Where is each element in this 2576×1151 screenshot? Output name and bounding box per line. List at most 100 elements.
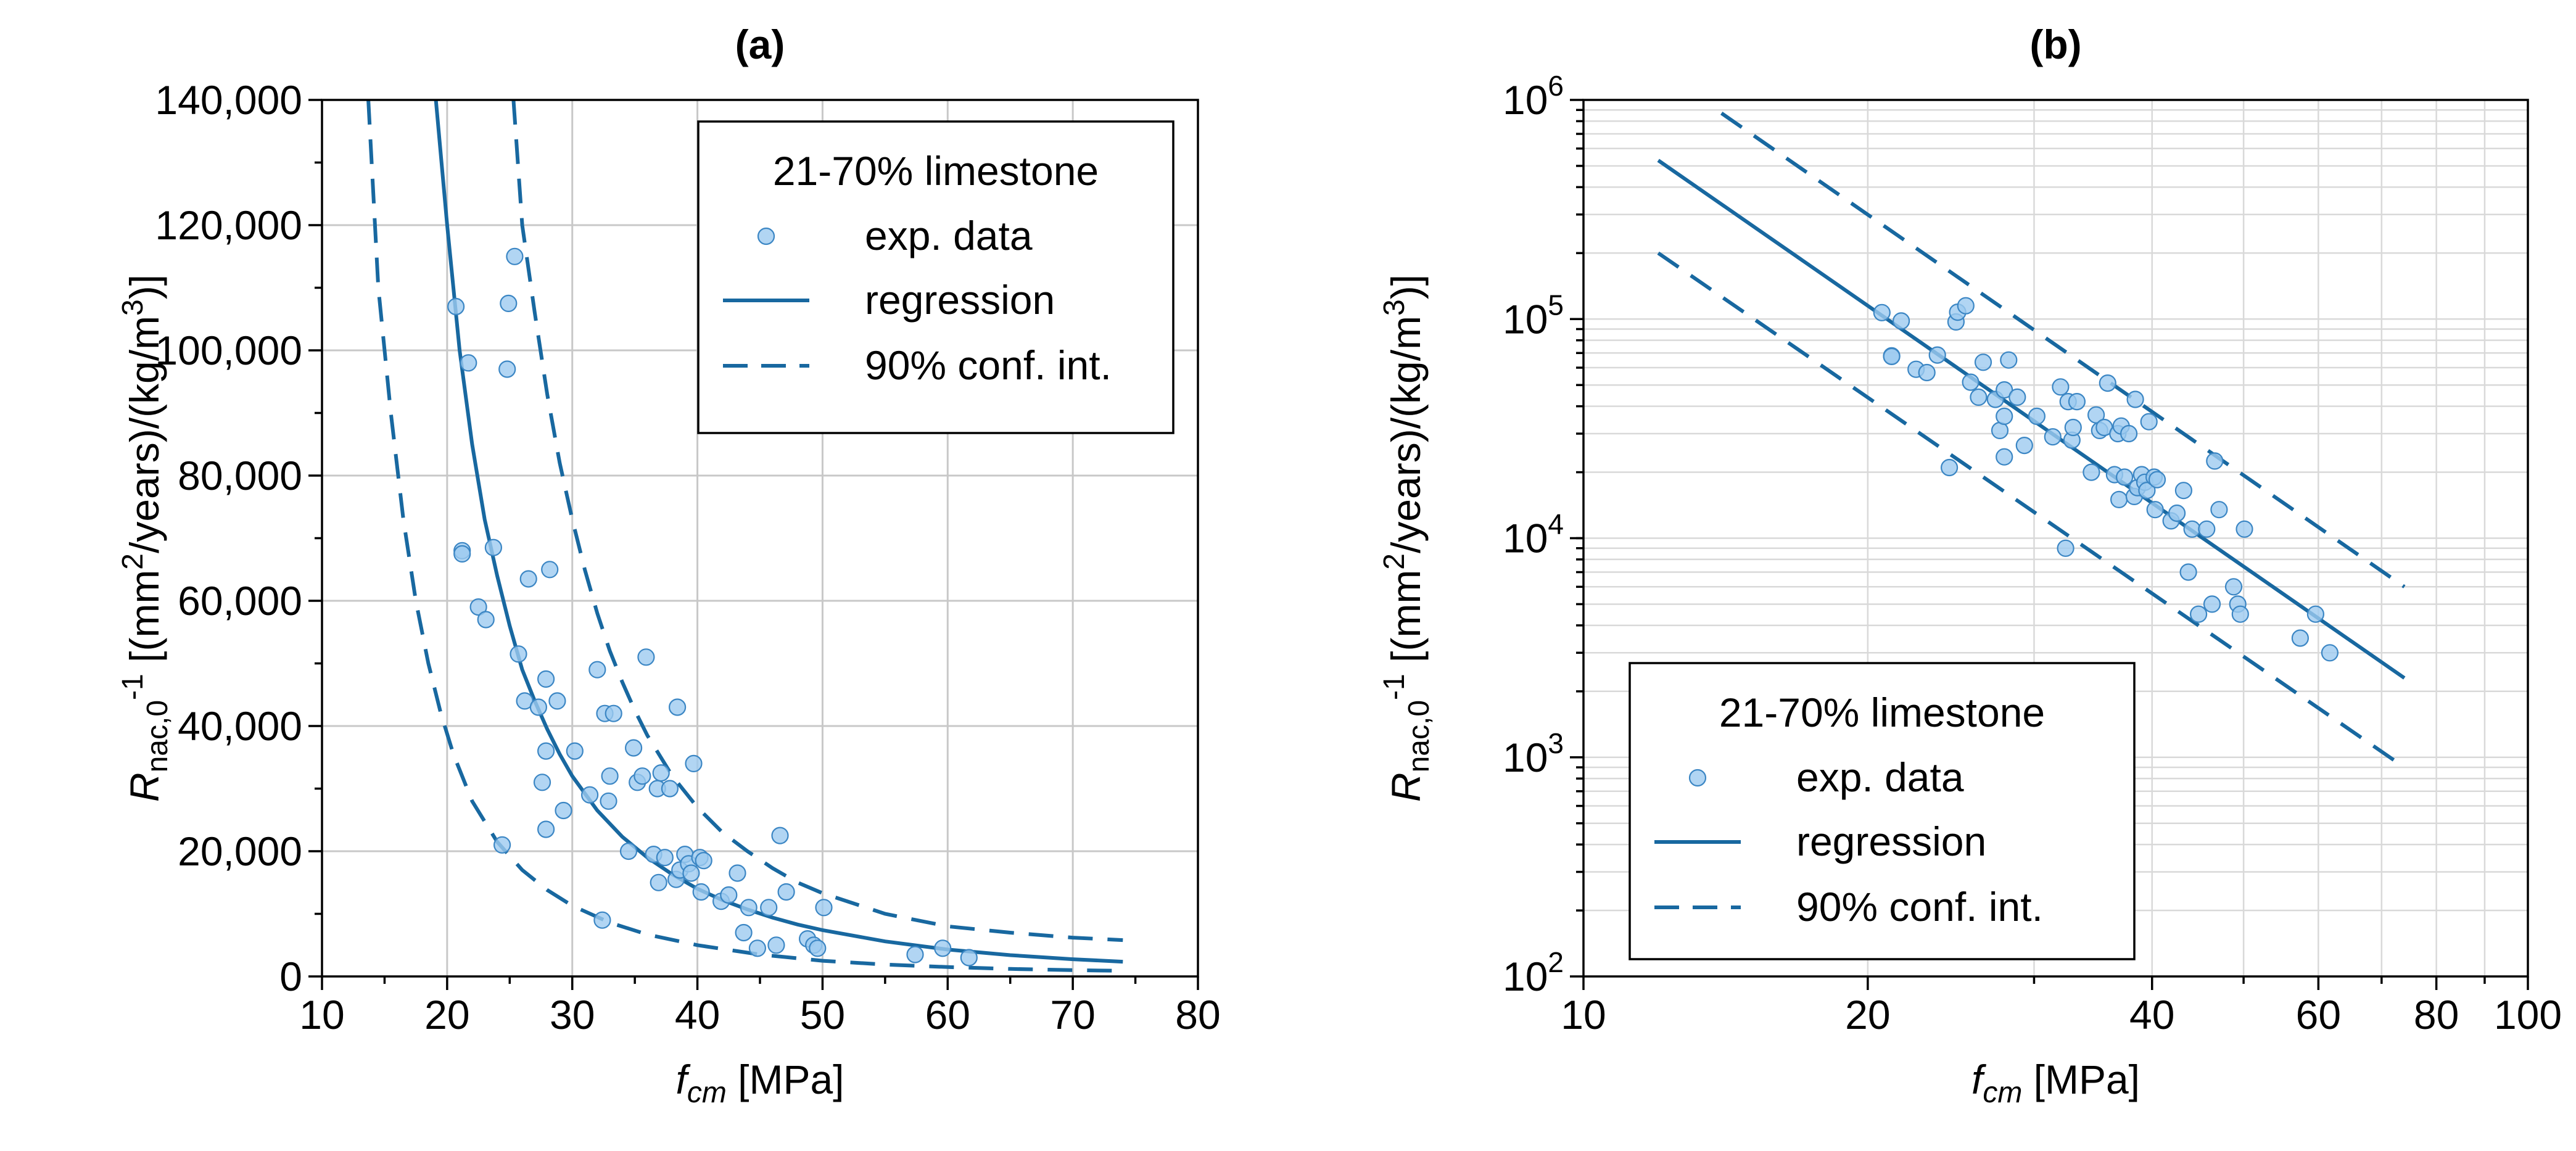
data-point: [537, 670, 555, 688]
y-label-unit-1: [(mm: [1383, 570, 1429, 674]
data-point: [906, 946, 924, 963]
regression-line: [434, 100, 1123, 964]
panel-b-ticks: 10 20 40 60 80 100 102 103 104 105 106: [1503, 70, 2562, 1038]
data-point: [493, 836, 511, 854]
data-point: [652, 764, 670, 782]
y-label-unit-2: /years)/(kg/m: [1383, 316, 1429, 553]
y-tick-label: 100,000: [155, 328, 302, 373]
data-point: [469, 598, 487, 616]
y-label-superscript: -1: [117, 674, 149, 700]
y-label-sup-3: 3: [1378, 299, 1411, 316]
data-point: [634, 767, 651, 785]
data-point: [498, 360, 516, 378]
data-point: [740, 899, 758, 917]
data-point: [529, 698, 548, 716]
x-tick-label: 60: [925, 992, 970, 1038]
panel-a-x-axis-label: fcm [MPa]: [675, 1057, 844, 1109]
y-label-sup-3: 3: [117, 299, 149, 316]
data-point: [1893, 312, 1910, 330]
data-point: [1883, 347, 1901, 366]
data-point: [720, 886, 738, 904]
legend-title: 21-70% limestone: [773, 148, 1099, 194]
panel-a-title: (a): [735, 22, 785, 67]
data-point: [2120, 424, 2138, 443]
y-tick-label: 0: [279, 954, 302, 999]
y-label-unit-1: [(mm: [122, 570, 167, 674]
x-tick-label: 80: [2414, 992, 2459, 1038]
data-point: [2044, 428, 2062, 446]
x-tick-label: 10: [299, 992, 344, 1038]
y-tick-label: 80,000: [178, 453, 302, 498]
data-point: [566, 742, 584, 760]
confidence-interval-line: [366, 100, 1123, 973]
x-label-subscript: cm: [687, 1076, 727, 1109]
y-label-unit-3: )]: [122, 274, 167, 299]
data-point: [760, 899, 778, 917]
data-point: [2235, 520, 2253, 538]
data-point: [2068, 392, 2086, 411]
legend-marker-points: [1688, 769, 1707, 787]
data-point: [2203, 595, 2221, 613]
legend-label-confidence: 90% conf. int.: [865, 342, 1112, 388]
x-tick-label: 100: [2494, 992, 2562, 1038]
data-point: [2116, 468, 2134, 486]
data-point: [2174, 482, 2192, 500]
panel-a-frame: [321, 99, 1199, 978]
y-tick-label: 40,000: [178, 703, 302, 749]
x-label-unit: [MPa]: [2022, 1057, 2140, 1102]
confidence-interval-line: [511, 100, 1123, 943]
x-tick-label: 40: [2129, 992, 2174, 1038]
x-tick-label: 10: [1561, 992, 1606, 1038]
x-tick-label: 20: [424, 992, 469, 1038]
data-point: [2057, 539, 2074, 557]
x-tick-label: 70: [1050, 992, 1095, 1038]
data-point: [510, 645, 527, 663]
data-point: [1996, 407, 2013, 426]
data-point: [1873, 303, 1891, 321]
data-point: [748, 939, 767, 957]
y-label-superscript: -1: [1378, 674, 1411, 700]
data-point: [1918, 363, 1936, 382]
y-label-sup-2: 2: [1378, 553, 1411, 570]
y-tick-label: 60,000: [178, 578, 302, 624]
y-label-subscript: nac,0: [1403, 700, 1435, 772]
legend-label-exp-data: exp. data: [865, 213, 1033, 258]
x-tick-label: 40: [675, 992, 720, 1038]
y-tick-label: 106: [1503, 70, 1564, 123]
y-tick-label: 103: [1503, 727, 1564, 780]
data-point: [729, 864, 746, 882]
data-point: [2291, 629, 2309, 647]
y-label-subscript: nac,0: [141, 700, 174, 772]
data-point: [2064, 418, 2082, 437]
x-tick-label: 50: [800, 992, 845, 1038]
data-point: [1996, 448, 2013, 466]
panel-a-points: [447, 247, 978, 967]
data-point: [1957, 297, 1975, 315]
panel-b-title: (b): [2029, 22, 2081, 67]
data-point: [1974, 353, 1992, 371]
panel-a-y-axis-label: Rnac,0-1 [(mm2/years)/(kg/m3)]: [117, 274, 174, 802]
data-point: [809, 939, 827, 957]
data-point: [588, 661, 606, 679]
panel-a-ticks: 10 20 30 40 50 60 70 80 0 20,000 40,000 60,000 80,00…: [155, 77, 1220, 1038]
panel-b-legend: 21-70% limestone exp. data regression 90…: [1629, 662, 2136, 960]
x-label-unit: [MPa]: [727, 1057, 844, 1102]
data-point: [1928, 346, 1946, 364]
data-point: [477, 611, 495, 629]
data-point: [815, 899, 833, 917]
y-label-symbol: R: [1383, 772, 1429, 802]
panel-b-frame: [1582, 99, 2529, 978]
y-label-sup-2: 2: [117, 553, 149, 570]
data-point: [1996, 381, 2013, 399]
y-tick-label: 120,000: [155, 202, 302, 248]
y-label-unit-2: /years)/(kg/m: [122, 316, 167, 553]
data-point: [619, 842, 638, 860]
data-point: [2138, 482, 2156, 500]
data-point: [537, 820, 555, 838]
data-point: [2190, 605, 2208, 623]
data-point: [767, 936, 785, 954]
data-point: [685, 754, 703, 773]
y-label-unit-3: )]: [1383, 274, 1429, 299]
legend-label-exp-data: exp. data: [1796, 754, 1964, 800]
data-point: [605, 704, 622, 722]
